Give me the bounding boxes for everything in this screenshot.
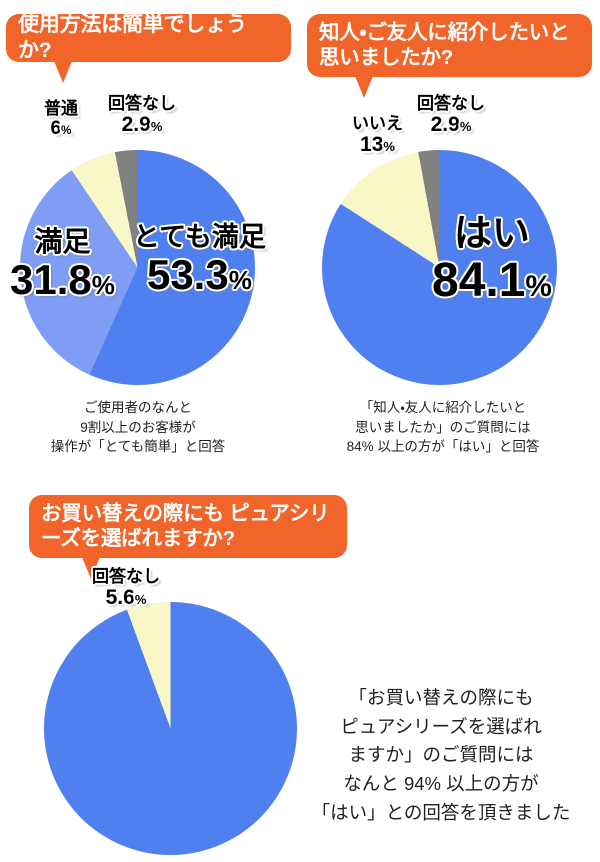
bubble-tail-icon bbox=[355, 76, 373, 98]
pie-label-c1-satisfied: 満足 31.8% bbox=[10, 228, 115, 301]
pie-label-c1-satisfied-name: 満足 bbox=[34, 226, 91, 257]
pie-label-c2-no-value: 13% bbox=[360, 133, 395, 156]
question-bubble-1: 使用方法は簡単でしょうか? bbox=[6, 12, 291, 83]
pie-label-c1-very-satisfied-name: とても満足 bbox=[133, 222, 266, 252]
pie-label-c2-yes: はい 84.1% bbox=[432, 215, 552, 305]
pie-chart-2 bbox=[322, 150, 557, 385]
pie-label-c1-no-answer-name: 回答なし bbox=[108, 94, 176, 113]
question-bubble-2-text: 知人・ご友人に紹介したいと 思いましたか? bbox=[319, 21, 570, 69]
pie-label-c2-no-answer-value: 2.9% bbox=[430, 113, 472, 136]
pie-chart-1 bbox=[20, 150, 255, 385]
pie-label-c1-futsu: 普通 6% bbox=[44, 100, 78, 138]
pie-label-c1-satisfied-value: 31.8% bbox=[10, 256, 115, 303]
pie-label-c1-no-answer-value: 2.9% bbox=[121, 113, 163, 136]
question-bubble-3: お買い替えの際にも ピュアシリーズを選ばれますか? bbox=[29, 495, 347, 579]
bubble-tail-icon bbox=[54, 61, 72, 83]
pie-label-c2-no-name: いいえ bbox=[352, 114, 403, 133]
pie-label-c2-yes-value: 84.1% bbox=[432, 254, 552, 307]
pie-chart-3 bbox=[44, 602, 297, 855]
pie-label-c1-futsu-value: 6% bbox=[50, 118, 72, 139]
question-bubble-1-text: 使用方法は簡単でしょうか? bbox=[18, 12, 247, 62]
pie-label-c3-no-answer-value: 5.6% bbox=[105, 586, 147, 609]
pie-label-c3-no-answer-name: 回答なし bbox=[92, 567, 160, 586]
bubble-tail-icon bbox=[82, 557, 100, 579]
question-bubble-2: 知人・ご友人に紹介したいと 思いましたか? bbox=[307, 14, 592, 98]
pie-label-c2-yes-name: はい bbox=[453, 213, 530, 255]
chart-caption-2: 「知人・友人に紹介したいと 思いましたか」のご質問には 84% 以上の方が「はい… bbox=[346, 400, 540, 455]
pie-label-c2-no: いいえ 13% bbox=[352, 115, 403, 155]
pie-label-c1-futsu-name: 普通 bbox=[44, 99, 78, 118]
pie-label-c1-no-answer: 回答なし 2.9% bbox=[108, 95, 176, 135]
pie-label-c2-no-answer: 回答なし 2.9% bbox=[417, 95, 485, 135]
pie-label-c2-no-answer-name: 回答なし bbox=[417, 94, 485, 113]
question-bubble-3-text: お買い替えの際にも ピュアシリーズを選ばれますか? bbox=[41, 502, 330, 550]
pie-label-c3-no-answer: 回答なし 5.6% bbox=[92, 568, 160, 608]
pie-label-c1-very-satisfied: とても満足 53.3% bbox=[133, 224, 266, 296]
chart-caption-1: ご使用者のなんと 9割以上のお客様が 操作が「とても簡単」と回答 bbox=[50, 400, 226, 455]
pie-label-c1-very-satisfied-value: 53.3% bbox=[146, 251, 252, 298]
chart-caption-3: 「お買い替えの際にも ピュアシリーズを選ばれ ますか」のご質問には なんと 94… bbox=[311, 687, 571, 823]
